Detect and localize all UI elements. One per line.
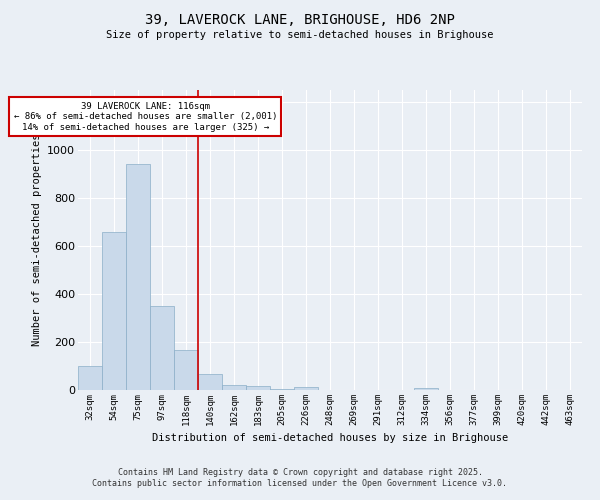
Bar	[126, 164, 150, 390]
Bar	[102, 232, 126, 390]
Bar	[270, 389, 294, 390]
Bar	[246, 386, 270, 390]
Text: Contains HM Land Registry data © Crown copyright and database right 2025.
Contai: Contains HM Land Registry data © Crown c…	[92, 468, 508, 487]
X-axis label: Distribution of semi-detached houses by size in Brighouse: Distribution of semi-detached houses by …	[152, 434, 508, 444]
Bar	[78, 366, 102, 390]
Bar	[222, 384, 246, 390]
Bar	[198, 374, 222, 390]
Bar	[174, 350, 198, 390]
Bar	[294, 387, 318, 390]
Text: Size of property relative to semi-detached houses in Brighouse: Size of property relative to semi-detach…	[106, 30, 494, 40]
Y-axis label: Number of semi-detached properties: Number of semi-detached properties	[32, 134, 41, 346]
Text: 39, LAVEROCK LANE, BRIGHOUSE, HD6 2NP: 39, LAVEROCK LANE, BRIGHOUSE, HD6 2NP	[145, 12, 455, 26]
Text: 39 LAVEROCK LANE: 116sqm
← 86% of semi-detached houses are smaller (2,001)
14% o: 39 LAVEROCK LANE: 116sqm ← 86% of semi-d…	[14, 102, 277, 132]
Bar	[150, 306, 174, 390]
Bar	[414, 388, 438, 390]
